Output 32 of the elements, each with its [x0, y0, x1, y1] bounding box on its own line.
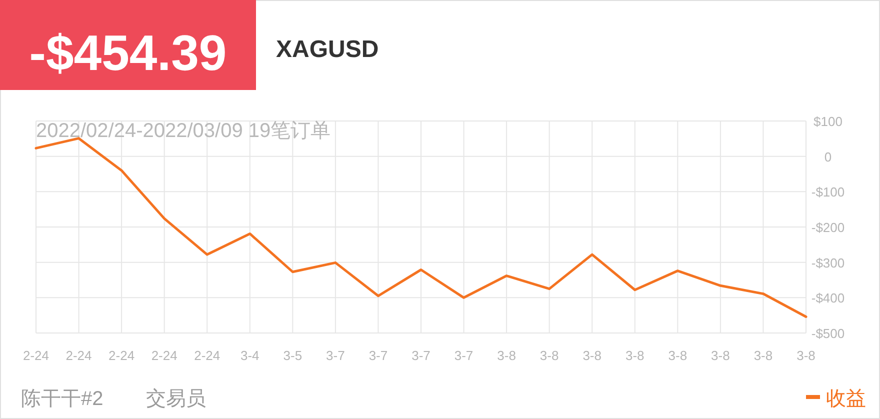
y-tick-label: -$200 — [811, 220, 845, 235]
x-tick-label: 3-7 — [326, 348, 345, 363]
y-tick-label: $100 — [814, 114, 842, 129]
x-tick-label: 3-7 — [368, 348, 388, 363]
y-tick-label: -$100 — [811, 184, 845, 200]
y-tick-label: -$300 — [811, 255, 845, 270]
x-tick-label: 3-4 — [240, 348, 260, 363]
text: -$454.39 — [29, 25, 227, 81]
x-tick-label: 2-24 — [108, 348, 135, 363]
x-tick-label: 3-8 — [540, 348, 559, 363]
legend-label: 收益 — [826, 388, 866, 410]
x-tick-label: 3-8 — [497, 348, 516, 363]
x-tick-label: 3-8 — [796, 348, 816, 363]
y-tick-label: -$400 — [811, 290, 845, 306]
chart-subtitle: 2022/02/24-2022/03/09 19笔订单 — [36, 120, 331, 142]
x-tick-label: 3-5 — [283, 348, 302, 363]
text: 陈干干#2 — [21, 388, 104, 410]
x-tick-label: 3-7 — [412, 348, 430, 363]
x-tick-label: 3-7 — [454, 348, 474, 363]
x-tick-label: 3-8 — [754, 348, 773, 363]
y-tick-label: 0 — [824, 149, 832, 164]
x-tick-label: 3-8 — [711, 348, 730, 363]
x-tick-label: 2-24 — [151, 348, 178, 363]
y-tick-label: -$500 — [811, 326, 845, 341]
x-tick-label: 2-24 — [22, 348, 50, 363]
chart-title: XAGUSD — [276, 36, 379, 63]
x-tick-label: 2-24 — [194, 348, 220, 363]
text: 交易员 — [146, 388, 206, 410]
x-tick-label: 2-24 — [66, 348, 92, 363]
x-tick-label: 3-8 — [668, 348, 688, 363]
x-tick-label: 3-8 — [625, 348, 644, 363]
x-tick-label: 3-8 — [582, 348, 602, 363]
